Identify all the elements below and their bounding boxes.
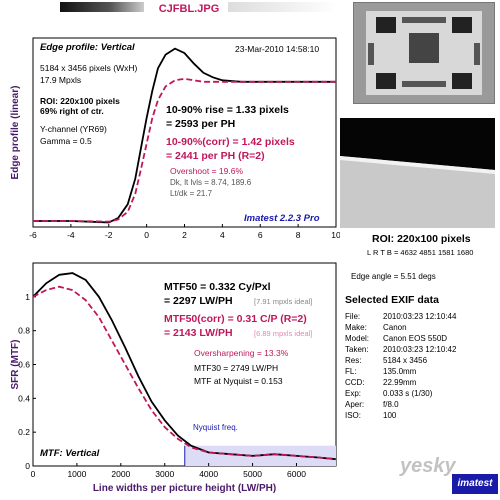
tone-strip: [60, 2, 144, 12]
x-tick-label: 10: [331, 230, 340, 240]
mtf50-lwph: = 2297 LW/PH: [164, 295, 233, 307]
y-axis-label: Edge profile (linear): [10, 86, 21, 180]
roi-label: ROI: 220x100 pixels: [372, 233, 471, 245]
y-tick-label: 0.8: [18, 326, 30, 336]
y-tick-label: 0.4: [18, 393, 30, 403]
exif-value: 5184 x 3456: [383, 356, 428, 365]
exif-value: 0.033 s (1/30): [383, 389, 433, 398]
image-mpxls: 17.9 Mpxls: [40, 75, 82, 85]
rise-per-ph: = 2593 per PH: [166, 118, 236, 130]
roi-coords: L R T B = 4632 4851 1581 1680: [367, 248, 474, 257]
exif-key: FL:: [345, 367, 357, 376]
edge-profile-chart: -6-4-20246810Pixels (Vertical)Edge profi…: [10, 37, 340, 240]
exif-row: ISO: 100: [345, 411, 396, 420]
y-tick-label: 0.2: [18, 427, 30, 437]
exif-value: 22.99mm: [383, 378, 417, 387]
exif-key: Model:: [345, 334, 370, 343]
x-tick-label: 5000: [243, 469, 262, 479]
exif-row: Taken: 2010:03:23 12:10:42: [345, 345, 456, 354]
exif-key: File:: [345, 312, 361, 321]
exif-row: Res: 5184 x 3456: [345, 356, 427, 365]
mtf50-corr-ideal: [6.89 mpxls ideal]: [254, 329, 313, 338]
exif-value: 2010:03:23 12:10:42: [383, 345, 457, 354]
exif-row: Aper: f/8.0: [345, 400, 399, 409]
rise-corr: 10-90%(corr) = 1.42 pixels: [166, 136, 295, 148]
x-tick-label: 2000: [111, 469, 130, 479]
channel: Y-channel (YR69): [40, 124, 107, 134]
y-tick-label: 0: [25, 461, 30, 471]
measured-curve: [32, 272, 337, 461]
exif-value: 100: [383, 411, 397, 420]
rise-10-90: 10-90% rise = 1.33 pixels: [166, 104, 289, 116]
dark-light-levels: Dk, lt lvls = 8.74, 189.6: [170, 178, 252, 187]
oversharpening: Oversharpening = 13.3%: [194, 348, 289, 358]
mtf50-corr: MTF50(corr) = 0.31 C/P (R=2): [164, 313, 307, 325]
exif-key: ISO:: [345, 411, 362, 420]
plot-frame: [32, 262, 337, 467]
exif-value: f/8.0: [383, 400, 399, 409]
mtf30: MTF30 = 2749 LW/PH: [194, 363, 279, 373]
x-tick-label: 6000: [287, 469, 306, 479]
x-tick-label: 3000: [155, 469, 174, 479]
x-tick-label: 1000: [67, 469, 86, 479]
exif-value: Canon: [383, 323, 407, 332]
exif-row: File: 2010:03:23 12:10:44: [345, 312, 456, 321]
mtf-heading: MTF: Vertical: [40, 448, 100, 459]
file-title: CJFBL.JPG: [158, 3, 220, 15]
x-tick-label: 8: [296, 230, 301, 240]
imatest-logo: imatest: [452, 474, 498, 494]
x-tick-label: 4000: [199, 469, 218, 479]
exif-key: Make:: [345, 323, 367, 332]
exif-key: CCD:: [345, 378, 365, 387]
x-tick-label: -2: [105, 230, 113, 240]
exif-key: Taken:: [345, 345, 369, 354]
x-tick-label: -6: [29, 230, 37, 240]
x-tick-label: 6: [258, 230, 263, 240]
x-axis-label: Line widths per picture height (LW/PH): [93, 483, 276, 494]
light-dark-ratio: Lt/dk = 21.7: [170, 189, 213, 198]
image-dimensions: 5184 x 3456 pixels (WxH): [40, 63, 138, 73]
mtf-at-nyquist: MTF at Nyquist = 0.153: [194, 376, 283, 386]
nyquist-label: Nyquist freq.: [193, 423, 238, 432]
x-tick-label: 0: [31, 469, 36, 479]
roi-size: ROI: 220x100 pixels: [40, 96, 120, 106]
tone-strip-right: [228, 2, 338, 12]
gamma: Gamma = 0.5: [40, 136, 92, 146]
mtf50-corr-lwph: = 2143 LW/PH: [164, 327, 233, 339]
exif-row: Exp: 0.033 s (1/30): [345, 389, 432, 398]
exif-key: Aper:: [345, 400, 365, 409]
mtf-chart: 0 1000 2000 3000 4000 5000 6000 0 0.2 0.4 0.6 0.8 1 L…: [10, 262, 337, 494]
x-tick-label: -4: [67, 230, 75, 240]
y-tick-label: 1: [25, 292, 30, 302]
exif-key: Exp:: [345, 389, 362, 398]
mtf50-ideal: [7.91 mpxls ideal]: [254, 297, 313, 306]
exif-title: Selected EXIF data: [345, 294, 439, 306]
edge-angle: Edge angle = 5.51 degs: [351, 272, 436, 281]
imatest-version: Imatest 2.2.3 Pro: [244, 213, 320, 224]
corrected-curve: [33, 77, 336, 223]
x-tick-label: 0: [144, 230, 149, 240]
rise-corr-per-ph: = 2441 per PH (R=2): [166, 150, 265, 162]
test-chart-thumbnail: [353, 2, 495, 104]
edge-date: 23-Mar-2010 14:58:10: [235, 44, 320, 54]
exif-row: CCD: 22.99mm: [345, 378, 416, 387]
edge-heading: Edge profile: Vertical: [40, 42, 135, 53]
watermark: yesky: [400, 455, 456, 477]
overshoot: Overshoot = 19.6%: [170, 166, 244, 176]
x-tick-label: 4: [220, 230, 225, 240]
exif-row: FL: 135.0mm: [345, 367, 416, 376]
roi-position: 69% right of ctr.: [40, 106, 104, 116]
exif-row: Model: Canon EOS 550D: [345, 334, 447, 343]
exif-value: 135.0mm: [383, 367, 417, 376]
exif-key: Res:: [345, 356, 362, 365]
x-tick-label: 2: [182, 230, 187, 240]
exif-value: 2010:03:23 12:10:44: [383, 312, 457, 321]
exif-value: Canon EOS 550D: [383, 334, 448, 343]
y-axis-label: SFR (MTF): [10, 340, 21, 390]
mtf50: MTF50 = 0.332 Cy/Pxl: [164, 281, 271, 293]
exif-row: Make: Canon: [345, 323, 407, 332]
y-tick-label: 0.6: [18, 360, 30, 370]
roi-crop-image: [340, 118, 495, 228]
